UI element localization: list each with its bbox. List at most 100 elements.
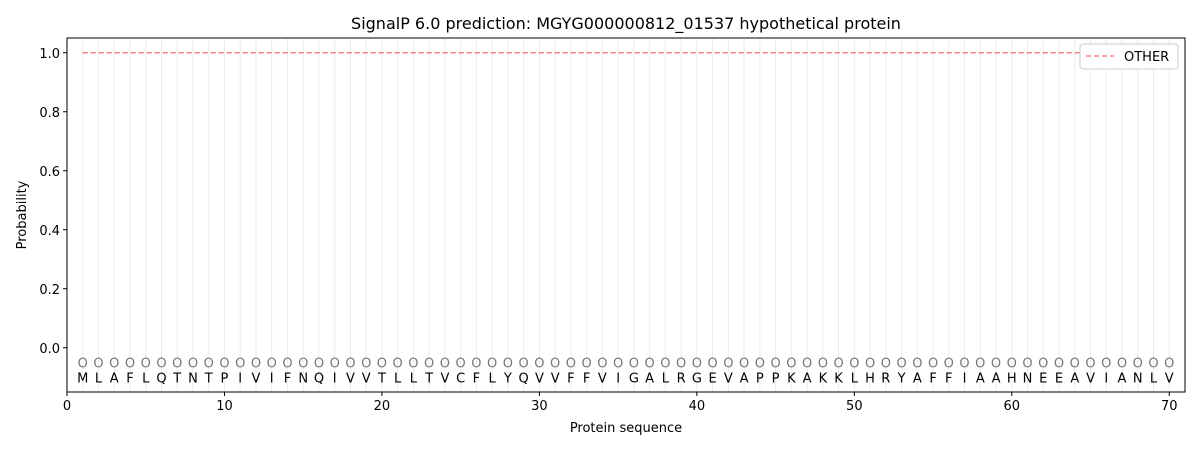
residue-state-label: O — [1148, 357, 1158, 372]
residue-letter: V — [1165, 371, 1174, 386]
residue-letter: L — [410, 371, 418, 386]
x-tick-label: 30 — [531, 399, 548, 414]
residue-letter: A — [803, 371, 812, 386]
x-tick-label: 40 — [689, 399, 706, 414]
residue-letter: I — [963, 371, 967, 386]
residue-state-label: O — [204, 357, 214, 372]
residue-letter: A — [1118, 371, 1127, 386]
residue-state-label: O — [1133, 357, 1143, 372]
residue-letter: E — [1055, 371, 1063, 386]
residue-letter: F — [929, 371, 936, 386]
residue-state-label: O — [440, 357, 450, 372]
residue-state-label: O — [345, 357, 355, 372]
residue-state-label: O — [582, 357, 592, 372]
residue-letter: N — [1133, 371, 1143, 386]
residue-letter: A — [110, 371, 119, 386]
residue-letter: L — [489, 371, 497, 386]
legend: OTHER — [1079, 43, 1179, 70]
residue-state-label: O — [912, 357, 922, 372]
residue-letter: R — [677, 371, 686, 386]
residue-letter: L — [95, 371, 103, 386]
residue-state-label: O — [377, 357, 387, 372]
residue-letter: I — [270, 371, 274, 386]
residue-state-label: O — [534, 357, 544, 372]
residue-state-label: O — [566, 357, 576, 372]
residue-letter: F — [284, 371, 291, 386]
residue-state-label: O — [219, 357, 229, 372]
residue-state-label: O — [1085, 357, 1095, 372]
x-tick-label: 70 — [1161, 399, 1178, 414]
residue-state-label: O — [487, 357, 497, 372]
x-tick-label: 10 — [216, 399, 233, 414]
residue-letter: L — [142, 371, 150, 386]
residue-letter: T — [172, 371, 181, 386]
residue-state-label: O — [471, 357, 481, 372]
residue-state-label: O — [78, 357, 88, 372]
residue-state-label: O — [330, 357, 340, 372]
residue-state-label: O — [235, 357, 245, 372]
residue-state-label: O — [770, 357, 780, 372]
residue-state-label: O — [613, 357, 623, 372]
y-tick-label: 0.6 — [39, 165, 60, 180]
y-tick-label: 0.8 — [39, 106, 60, 121]
residue-letter: C — [456, 371, 465, 386]
residue-state-label: O — [519, 357, 529, 372]
residue-state-label: O — [597, 357, 607, 372]
residue-state-label: O — [1007, 357, 1017, 372]
residue-state-label: O — [550, 357, 560, 372]
residue-state-label: O — [1070, 357, 1080, 372]
plot-frame — [66, 37, 1186, 393]
residue-letter: A — [740, 371, 749, 386]
residue-state-label: O — [645, 357, 655, 372]
residue-state-label: O — [1038, 357, 1048, 372]
residue-letter: F — [945, 371, 952, 386]
residue-letter: P — [756, 371, 764, 386]
residue-state-label: O — [944, 357, 954, 372]
residue-state-label: O — [424, 357, 434, 372]
residue-state-label: O — [503, 357, 513, 372]
residue-letter: N — [298, 371, 308, 386]
residue-state-label: O — [172, 357, 182, 372]
residue-letter: A — [1070, 371, 1079, 386]
residue-letter: G — [692, 371, 702, 386]
residue-letter: V — [346, 371, 355, 386]
residue-letter: L — [662, 371, 670, 386]
residue-letter: I — [333, 371, 337, 386]
residue-state-label: O — [676, 357, 686, 372]
residue-state-label: O — [188, 357, 198, 372]
residue-state-label: O — [959, 357, 969, 372]
residue-state-label: O — [251, 357, 261, 372]
residue-letter: A — [992, 371, 1001, 386]
residue-state-label: O — [408, 357, 418, 372]
residue-letter: Y — [503, 371, 512, 386]
residue-state-label: O — [156, 357, 166, 372]
residue-letter: P — [221, 371, 229, 386]
residue-letter: V — [535, 371, 544, 386]
residue-letter: N — [188, 371, 198, 386]
residue-letter: L — [1150, 371, 1158, 386]
residue-state-label: O — [818, 357, 828, 372]
residue-state-label: O — [833, 357, 843, 372]
residue-letter: I — [616, 371, 620, 386]
residue-letter: V — [551, 371, 560, 386]
residue-state-label: O — [755, 357, 765, 372]
residue-state-label: O — [1022, 357, 1032, 372]
residue-state-label: O — [786, 357, 796, 372]
residue-state-label: O — [928, 357, 938, 372]
residue-state-label: O — [314, 357, 324, 372]
residue-letter: Q — [314, 371, 324, 386]
residue-letter: F — [473, 371, 480, 386]
y-tick-label: 0.4 — [39, 224, 60, 239]
residue-state-label: O — [707, 357, 717, 372]
residue-state-label: O — [692, 357, 702, 372]
residue-letter: V — [362, 371, 371, 386]
y-tick-label: 0.0 — [39, 342, 60, 357]
residue-state-label: O — [1117, 357, 1127, 372]
residue-letter: P — [772, 371, 780, 386]
residue-state-label: O — [125, 357, 135, 372]
residue-state-label: O — [1101, 357, 1111, 372]
legend-label-other: OTHER — [1124, 50, 1169, 65]
residue-state-label: O — [629, 357, 639, 372]
residue-letter: V — [440, 371, 449, 386]
